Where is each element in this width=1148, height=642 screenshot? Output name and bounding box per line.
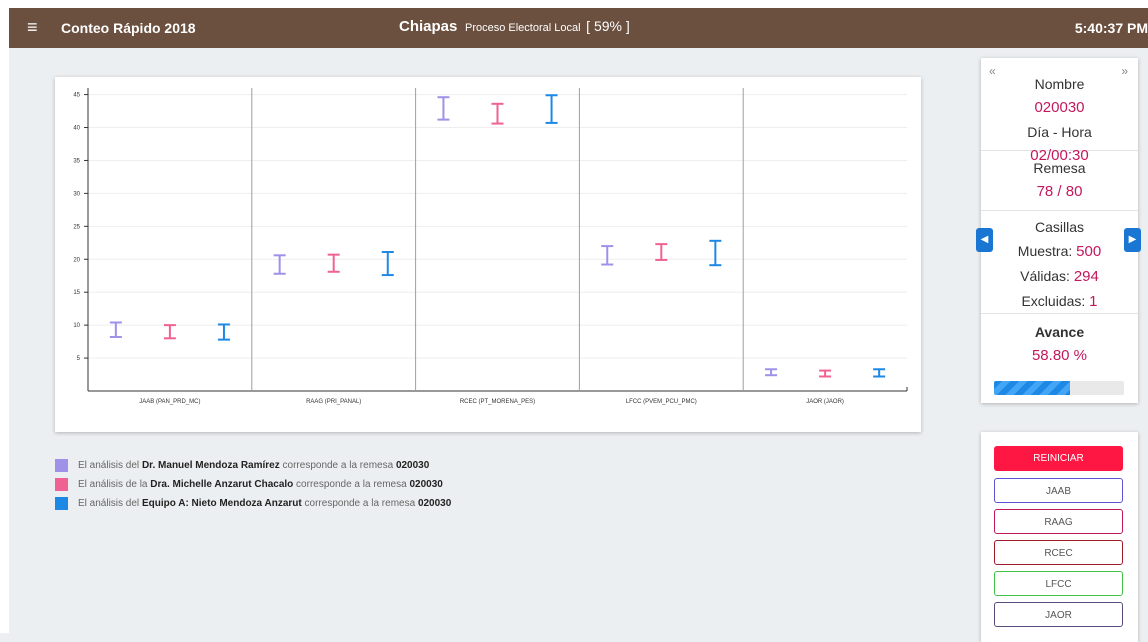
next-record-button[interactable]: ▶ (1124, 228, 1141, 252)
legend-item: El análisis del Dr. Manuel Mendoza Ramír… (55, 456, 451, 475)
dia-hora-label: Día - Hora (1027, 124, 1092, 140)
validas-value: 294 (1073, 268, 1099, 285)
legend-swatch (55, 459, 68, 472)
legend-name: Dra. Michelle Anzarut Chacalo (150, 479, 294, 490)
progress-percent: [ 59% ] (586, 18, 630, 34)
filter-panel: REINICIAR JAAB RAAG RCEC LFCC JAOR (981, 432, 1138, 642)
validas-label: Válidas: (1020, 268, 1070, 284)
y-tick-label: 30 (73, 191, 80, 197)
legend-remesa: 020030 (395, 460, 430, 471)
reset-button[interactable]: REINICIAR (994, 446, 1123, 471)
muestra-row: Muestra: 500 (981, 239, 1138, 264)
x-category-label: JAOR (JAOR) (806, 399, 844, 405)
legend-name: Equipo A: Nieto Mendoza Anzarut (141, 498, 302, 509)
legend-middle: corresponde a la remesa (282, 460, 394, 471)
y-tick-label: 5 (77, 356, 81, 362)
legend-middle: corresponde a la remesa (296, 479, 407, 490)
excluidas-row: Excluidas: 1 (981, 289, 1138, 314)
x-category-label: RCEC (PT_MORENA_PES) (460, 399, 535, 405)
app-title: Conteo Rápido 2018 (61, 20, 196, 36)
nombre-section: Nombre 020030 Día - Hora 02/00:30 (981, 58, 1138, 164)
x-category-label: JAAB (PAN_PRD_MC) (139, 399, 200, 405)
y-tick-label: 45 (73, 93, 80, 99)
interval-mark (327, 253, 340, 273)
legend-middle: corresponde a la remesa (304, 498, 416, 509)
remesa-section: Remesa 78 / 80 (981, 151, 1138, 211)
casillas-section: Casillas Muestra: 500 Válidas: 294 Exclu… (981, 211, 1138, 314)
prev-record-button[interactable]: ◀ (976, 228, 993, 252)
remesa-label: Remesa (1033, 160, 1086, 176)
validas-row: Válidas: 294 (981, 264, 1138, 289)
remesa-value: 78 / 80 (1036, 183, 1083, 200)
y-tick-label: 10 (73, 323, 80, 329)
interval-mark (109, 321, 122, 338)
avance-section: Avance 58.80 % (981, 314, 1138, 368)
interval-mark (655, 243, 668, 261)
interval-mark (381, 251, 394, 277)
y-tick-label: 40 (73, 126, 80, 132)
y-tick-label: 15 (73, 290, 80, 296)
first-record-icon[interactable]: « (989, 64, 996, 78)
process-name: Proceso Electoral Local (464, 22, 581, 34)
legend-prefix: El análisis del (78, 460, 140, 471)
interval-mark (873, 368, 886, 378)
candidate-button-rcec[interactable]: RCEC (994, 540, 1123, 565)
y-tick-label: 25 (73, 224, 80, 230)
legend-prefix: El análisis de la (78, 479, 148, 490)
legend-swatch (55, 497, 68, 510)
dia-hora-value: 02/00:30 (1030, 147, 1089, 164)
interval-mark (217, 323, 230, 341)
clock: 5:40:37 PM (1074, 20, 1148, 36)
muestra-label: Muestra: (1017, 243, 1073, 259)
legend-name: Dr. Manuel Mendoza Ramírez (141, 460, 280, 471)
info-panel: « » Nombre 020030 Día - Hora 02/00:30 Re… (981, 58, 1138, 403)
interval-mark (601, 245, 614, 266)
candidate-button-jaab[interactable]: JAAB (994, 478, 1123, 503)
muestra-value: 500 (1076, 243, 1102, 260)
page-title: Chiapas Proceso Electoral Local [ 59% ] (399, 18, 630, 35)
avance-label: Avance (1034, 324, 1085, 340)
legend-remesa: 020030 (409, 479, 443, 490)
state-name: Chiapas (399, 18, 458, 35)
chart-card: 5 10 15 20 25 30 35 40 45 JAAB (PAN_PRD_MC) RAAG (… (55, 77, 921, 432)
avance-progress-fill (994, 381, 1071, 395)
excluidas-value: 1 (1089, 293, 1098, 310)
prev-arrow-icon: ◀ (980, 234, 989, 245)
candidate-button-lfcc[interactable]: LFCC (994, 571, 1123, 596)
interval-mark (273, 254, 286, 275)
legend-item: El análisis del Equipo A: Nieto Mendoza … (55, 494, 451, 513)
avance-value: 58.80 % (1031, 347, 1088, 364)
window-frame-left (0, 0, 9, 633)
avance-progress-bar (994, 381, 1124, 395)
legend: El análisis del Dr. Manuel Mendoza Ramír… (55, 456, 451, 513)
interval-mark (819, 369, 832, 378)
interval-mark (491, 102, 504, 125)
candidate-button-raag[interactable]: RAAG (994, 509, 1123, 534)
interval-mark (709, 239, 722, 267)
x-category-label: RAAG (PRI_PANAL) (306, 399, 361, 405)
interval-mark (545, 94, 558, 124)
interval-mark (437, 96, 450, 121)
interval-mark (163, 324, 176, 340)
y-tick-label: 35 (73, 158, 80, 164)
nombre-value: 020030 (1034, 99, 1085, 116)
excluidas-label: Excluidas: (1021, 293, 1086, 309)
casillas-label: Casillas (1034, 219, 1084, 235)
last-record-icon[interactable]: » (1121, 64, 1128, 78)
hamburger-menu-icon[interactable]: ≡ (27, 17, 38, 37)
next-arrow-icon: ▶ (1128, 234, 1137, 245)
y-tick-label: 20 (73, 257, 80, 263)
window-frame-top (0, 0, 1148, 8)
nombre-label: Nombre (1034, 76, 1085, 92)
candidate-button-jaor[interactable]: JAOR (994, 602, 1123, 627)
legend-remesa: 020030 (417, 498, 452, 509)
legend-item: El análisis de la Dra. Michelle Anzarut … (55, 475, 451, 494)
legend-swatch (55, 478, 68, 491)
interval-mark (765, 368, 778, 377)
legend-prefix: El análisis del (78, 498, 140, 509)
top-bar: ≡ Conteo Rápido 2018 Chiapas Proceso Ele… (9, 8, 1148, 48)
x-category-label: LFCC (PVEM_PCU_PMC) (626, 399, 697, 405)
interval-chart: 5 10 15 20 25 30 35 40 45 JAAB (PAN_PRD_MC) RAAG (… (73, 88, 908, 405)
